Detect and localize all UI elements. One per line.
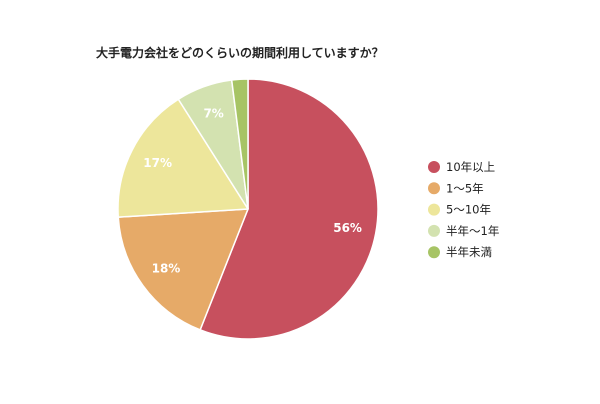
legend-label-4: 半年未満 — [446, 245, 492, 259]
legend-marker-3 — [428, 224, 440, 237]
legend-label-0: 10年以上 — [446, 160, 495, 174]
slice-labels: 56% 18% 17% 7% — [143, 107, 362, 276]
pie-slice-2 — [117, 98, 249, 218]
legend-marker-4 — [428, 246, 440, 259]
slice-label-0: 56% — [333, 221, 362, 235]
legend-marker-2 — [428, 203, 440, 216]
slice-label-1: 18% — [152, 262, 181, 276]
legend-label-2: 5〜10年 — [446, 203, 491, 217]
slice-label-3: 7% — [203, 107, 223, 121]
pie-slice-1 — [117, 208, 249, 331]
legend-marker-1 — [428, 182, 440, 195]
pie-slice-4 — [230, 78, 249, 210]
legend-label-1: 1〜5年 — [446, 181, 484, 195]
legend-marker-0 — [428, 161, 440, 173]
chart-title: 大手電力会社をどのくらいの期間利用していますか？ — [96, 45, 384, 60]
slice-label-2: 17% — [143, 156, 172, 170]
pie-slices — [117, 78, 379, 340]
legend-label-3: 半年〜1年 — [446, 224, 499, 238]
pie-slice-0 — [199, 78, 379, 340]
